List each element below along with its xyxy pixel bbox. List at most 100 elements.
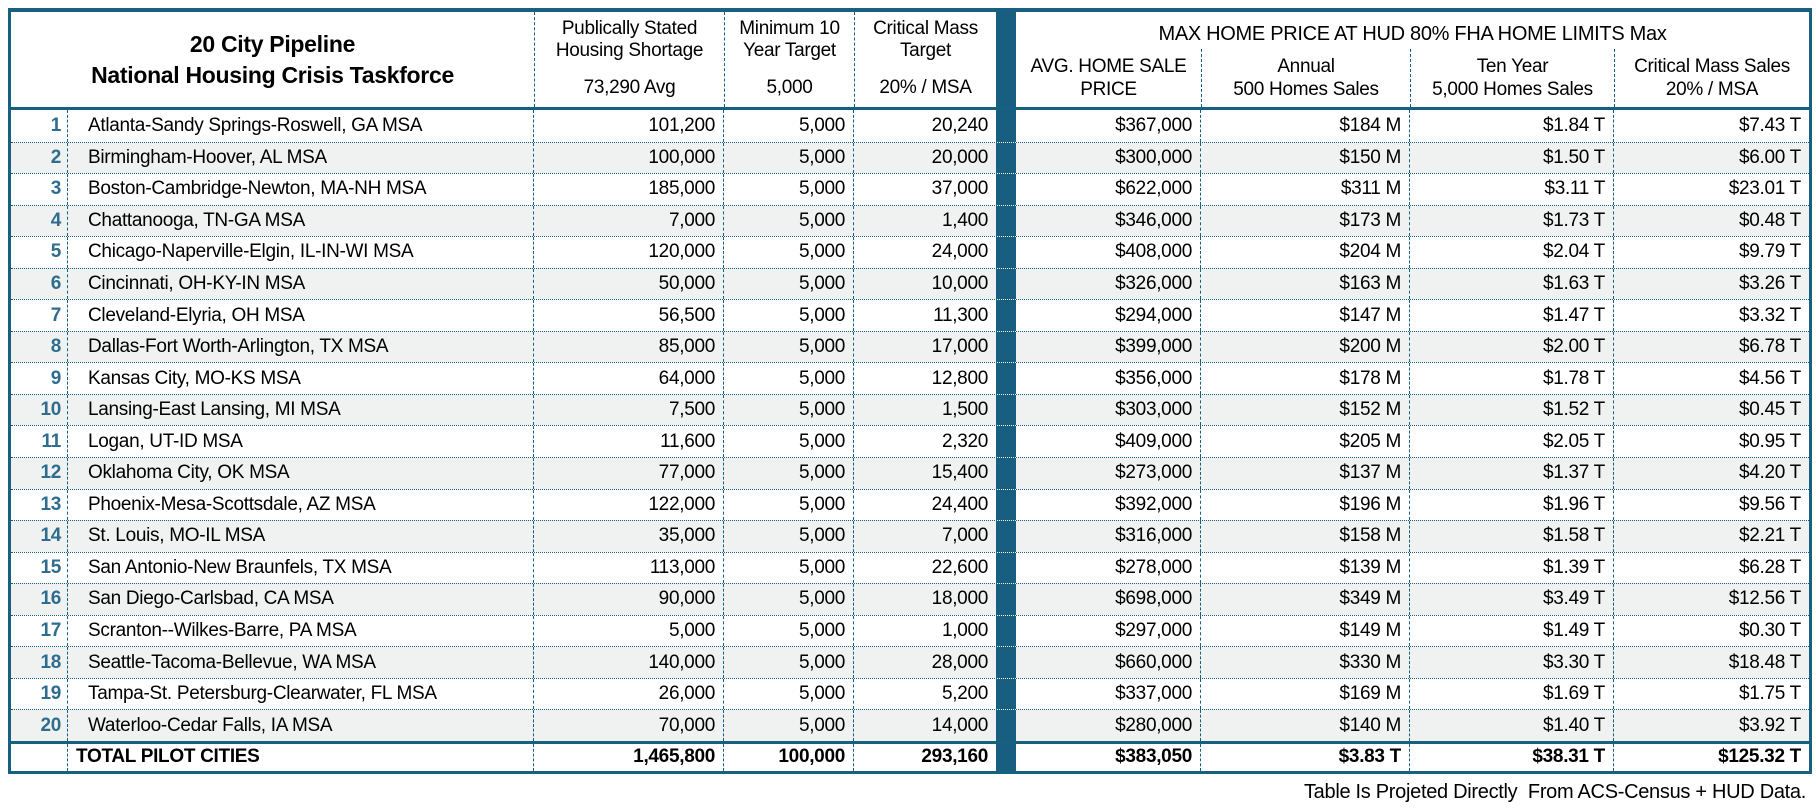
ten-year-sales-cell: $1.69 T [1410, 678, 1614, 710]
critical-mass-target-cell: 20,000 [931, 146, 989, 168]
avg-home-sale-price-cell: $622,000 [1016, 174, 1201, 205]
city-name-cell: Oklahoma City, OK MSA [68, 458, 534, 489]
annual-sales-cell: $196 M [1201, 489, 1410, 521]
row-number-cell: 3 [11, 174, 68, 205]
column-header-annual-500-homes: Annual 500 Homes Sales [1201, 49, 1410, 107]
ten-year-sales-cell: $1.49 T [1410, 615, 1614, 647]
section-divider-bar [996, 458, 1016, 489]
ten-year-sales-cell: $1.58 T [1410, 521, 1614, 552]
section-divider-bar [996, 743, 1016, 771]
total-critical-sales-cell: $125.32 T [1718, 746, 1801, 768]
avg-home-sale-price-cell: $367,000 [1016, 110, 1201, 142]
avg-price-label-line1: AVG. HOME SALE [1030, 56, 1187, 77]
critical-mass-sales-cell: $6.78 T [1739, 336, 1801, 358]
annual-sales-cell: $330 M [1201, 647, 1410, 678]
pipeline-table: 20 City Pipeline National Housing Crisis… [8, 8, 1812, 774]
section-divider-bar [996, 268, 1016, 300]
critical-mass-sales-cell: $3.32 T [1739, 304, 1801, 326]
column-header-housing-shortage: Publically Stated Housing Shortage 73,29… [534, 12, 724, 107]
column-header-critical-mass-target: Critical Mass Target 20% / MSA [854, 12, 996, 107]
housing-shortage-cell: 11,600 [534, 426, 724, 458]
table-row: 2 Birmingham-Hoover, AL MSA 100,000 5,00… [11, 141, 1809, 174]
critical-mass-sales-cell: $0.95 T [1739, 430, 1801, 452]
avg-home-sale-price-cell: $346,000 [1016, 205, 1201, 237]
total-critical-mass-cell: 293,160 [921, 746, 988, 768]
table-row: 16 San Diego-Carlsbad, CA MSA 90,000 5,0… [11, 583, 1809, 615]
ten-year-target-cell: 5,000 [724, 237, 854, 268]
critical-mass-target-cell: 11,300 [933, 304, 988, 326]
row-number-cell: 8 [11, 331, 68, 363]
ten-year-target-cell: 5,000 [724, 300, 854, 331]
table-row: 1 Atlanta-Sandy Springs-Roswell, GA MSA … [11, 110, 1809, 142]
table-row: 12 Oklahoma City, OK MSA 77,000 5,000 15… [11, 457, 1809, 489]
avg-price-label-line2: PRICE [1080, 79, 1137, 100]
critical-mass-sales-cell: $3.26 T [1739, 273, 1801, 294]
critical-mass-sales-label-line1: Critical Mass Sales [1634, 56, 1790, 77]
critical-mass-target-cell: 17,000 [931, 336, 989, 358]
row-number-cell: 5 [11, 237, 68, 268]
section-divider-bar [996, 331, 1016, 363]
critical-mass-target-cell: 1,400 [941, 209, 988, 231]
row-number-cell: 13 [11, 489, 68, 521]
row-number-cell: 2 [11, 142, 68, 174]
total-target-cell: 100,000 [724, 743, 854, 771]
ten-year-target-cell: 5,000 [724, 615, 854, 647]
city-name-cell: Birmingham-Hoover, AL MSA [68, 142, 534, 174]
housing-shortage-cell: 140,000 [534, 647, 724, 678]
housing-shortage-cell: 77,000 [534, 458, 724, 489]
section-divider-bar [996, 615, 1016, 647]
critical-mass-target-cell: 1,500 [941, 399, 988, 421]
row-number-cell: 20 [11, 710, 68, 741]
city-name-cell: Kansas City, MO-KS MSA [68, 363, 534, 394]
critical-mass-value: 20% / MSA [879, 77, 972, 98]
city-name-cell: Dallas-Fort Worth-Arlington, TX MSA [68, 331, 534, 363]
section-divider-bar [996, 552, 1016, 584]
column-header-minimum-target: Minimum 10 Year Target 5,000 [724, 12, 854, 107]
housing-shortage-label-line1: Publically Stated [561, 18, 698, 39]
avg-home-sale-price-cell: $660,000 [1016, 647, 1201, 678]
housing-shortage-cell: 100,000 [534, 142, 724, 174]
housing-shortage-cell: 90,000 [534, 584, 724, 615]
ten-year-sales-cell: $1.47 T [1410, 300, 1614, 331]
ten-year-label-line2: 5,000 Homes Sales [1432, 79, 1593, 100]
housing-shortage-cell: 5,000 [534, 615, 724, 647]
housing-shortage-cell: 56,500 [534, 300, 724, 331]
ten-year-target-cell: 5,000 [724, 174, 854, 205]
table-row: 3 Boston-Cambridge-Newton, MA-NH MSA 185… [11, 173, 1809, 205]
section-divider-bar [996, 489, 1016, 521]
ten-year-target-cell: 5,000 [724, 142, 854, 174]
section-divider-bar [996, 300, 1016, 331]
housing-shortage-cell: 35,000 [534, 521, 724, 552]
housing-shortage-cell: 185,000 [534, 174, 724, 205]
annual-sales-cell: $169 M [1201, 678, 1410, 710]
section-divider-bar [996, 205, 1016, 237]
city-name-cell: Boston-Cambridge-Newton, MA-NH MSA [68, 174, 534, 205]
ten-year-target-cell: 5,000 [724, 426, 854, 458]
table-row: 7 Cleveland-Elyria, OH MSA 56,500 5,000 … [11, 299, 1809, 331]
city-name-cell: Logan, UT-ID MSA [68, 426, 534, 458]
column-header-ten-year-5000-homes: Ten Year 5,000 Homes Sales [1410, 49, 1614, 107]
ten-year-target-cell: 5,000 [724, 331, 854, 363]
avg-home-sale-price-cell: $408,000 [1016, 237, 1201, 268]
ten-year-sales-cell: $2.04 T [1410, 237, 1614, 268]
ten-year-label-line1: Ten Year [1476, 56, 1549, 77]
housing-shortage-cell: 113,000 [534, 552, 724, 584]
critical-mass-sales-cell: $0.30 T [1739, 620, 1801, 642]
ten-year-target-cell: 5,000 [724, 710, 854, 741]
annual-sales-cell: $311 M [1201, 174, 1410, 205]
table-row: 15 San Antonio-New Braunfels, TX MSA 113… [11, 551, 1809, 584]
total-row: TOTAL PILOT CITIES 1,465,800 100,000 293… [11, 740, 1809, 771]
critical-mass-label-line1: Critical Mass [873, 18, 978, 39]
annual-sales-cell: $139 M [1201, 552, 1410, 584]
avg-home-sale-price-cell: $356,000 [1016, 363, 1201, 394]
annual-label-line2: 500 Homes Sales [1233, 79, 1379, 100]
city-name-cell: Waterloo-Cedar Falls, IA MSA [68, 710, 534, 741]
row-number-cell: 15 [11, 552, 68, 584]
housing-shortage-cell: 70,000 [534, 710, 724, 741]
avg-home-sale-price-cell: $297,000 [1016, 615, 1201, 647]
table-row: 4 Chattanooga, TN-GA MSA 7,000 5,000 1,4… [11, 204, 1809, 237]
table-row: 20 Waterloo-Cedar Falls, IA MSA 70,000 5… [11, 709, 1809, 741]
ten-year-target-cell: 5,000 [724, 110, 854, 142]
ten-year-target-cell: 5,000 [724, 647, 854, 678]
